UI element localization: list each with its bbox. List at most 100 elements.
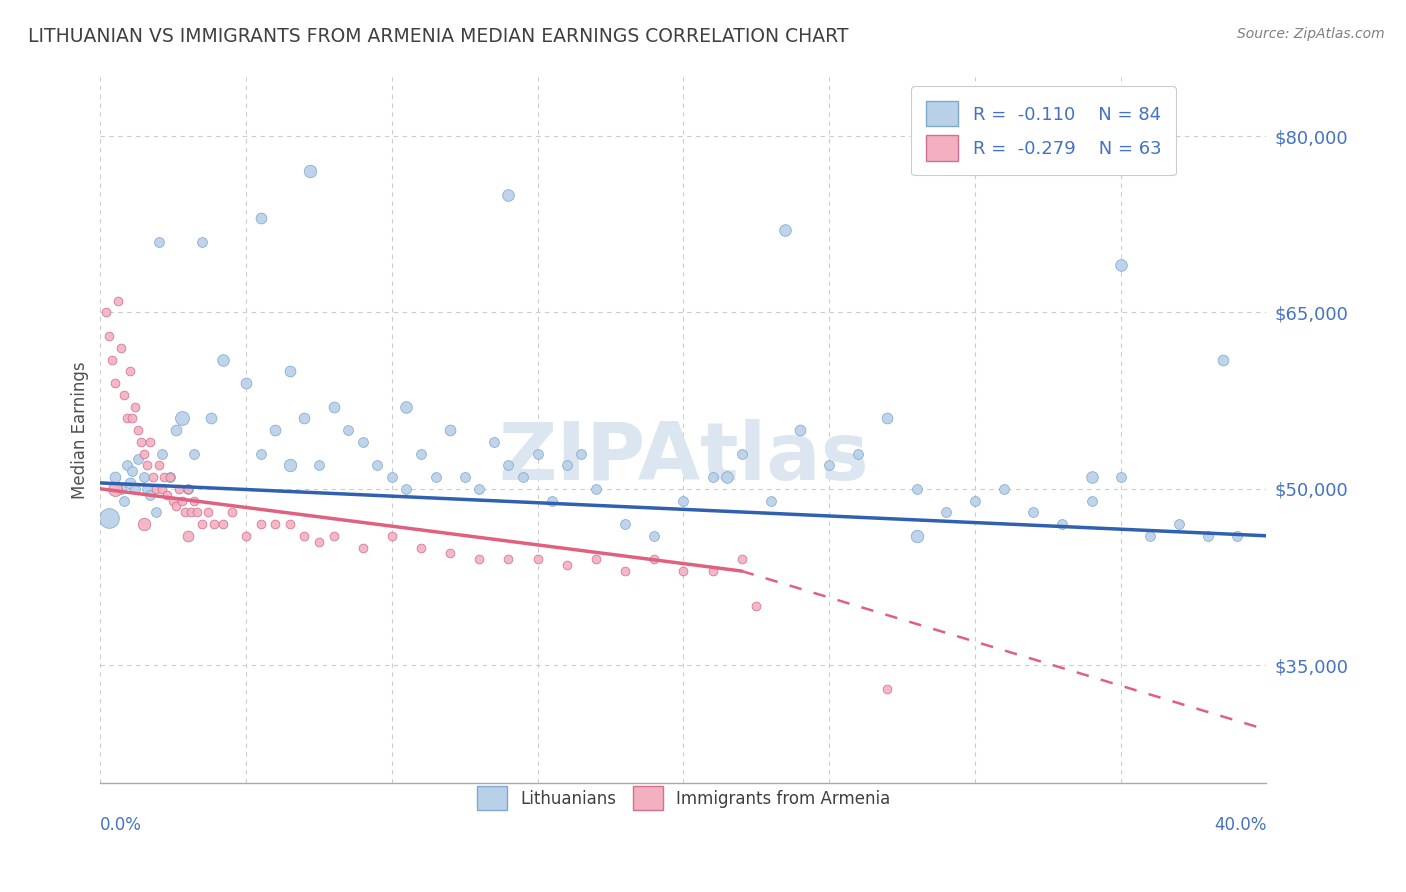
Point — [200, 411, 222, 425]
Point — [672, 564, 695, 578]
Point — [439, 423, 461, 437]
Point — [139, 434, 162, 449]
Point — [221, 505, 243, 519]
Point — [249, 211, 271, 226]
Point — [716, 470, 738, 484]
Point — [177, 482, 200, 496]
Point — [124, 400, 146, 414]
Point — [468, 482, 491, 496]
Point — [278, 364, 301, 378]
Point — [159, 470, 181, 484]
Point — [98, 329, 121, 343]
Point — [112, 388, 135, 402]
Point — [110, 341, 132, 355]
Point — [1168, 516, 1191, 531]
Point — [775, 223, 797, 237]
Point — [299, 164, 322, 178]
Legend: Lithuanians, Immigrants from Armenia: Lithuanians, Immigrants from Armenia — [470, 780, 897, 816]
Point — [165, 500, 187, 514]
Point — [121, 411, 143, 425]
Point — [702, 470, 724, 484]
Point — [1226, 529, 1249, 543]
Point — [148, 235, 170, 249]
Point — [571, 446, 593, 460]
Point — [145, 505, 167, 519]
Point — [993, 482, 1015, 496]
Point — [1139, 529, 1161, 543]
Point — [104, 376, 127, 390]
Point — [145, 482, 167, 496]
Point — [136, 458, 159, 473]
Point — [139, 488, 162, 502]
Point — [337, 423, 360, 437]
Point — [180, 505, 202, 519]
Point — [498, 552, 520, 566]
Point — [235, 529, 257, 543]
Point — [264, 423, 287, 437]
Point — [191, 235, 214, 249]
Point — [905, 529, 928, 543]
Point — [614, 516, 637, 531]
Point — [643, 552, 665, 566]
Text: 40.0%: 40.0% — [1215, 815, 1267, 834]
Point — [1212, 352, 1234, 367]
Point — [352, 541, 374, 555]
Point — [905, 482, 928, 496]
Point — [352, 434, 374, 449]
Point — [153, 470, 176, 484]
Point — [156, 488, 179, 502]
Point — [585, 482, 607, 496]
Point — [124, 482, 146, 496]
Point — [614, 564, 637, 578]
Point — [585, 552, 607, 566]
Point — [498, 458, 520, 473]
Point — [322, 400, 344, 414]
Point — [264, 516, 287, 531]
Point — [142, 470, 165, 484]
Point — [96, 305, 118, 319]
Point — [107, 293, 129, 308]
Text: Source: ZipAtlas.com: Source: ZipAtlas.com — [1237, 27, 1385, 41]
Point — [162, 493, 184, 508]
Point — [278, 516, 301, 531]
Point — [197, 505, 219, 519]
Point — [186, 505, 208, 519]
Point — [1109, 259, 1132, 273]
Point — [322, 529, 344, 543]
Point — [1052, 516, 1074, 531]
Point — [104, 470, 127, 484]
Point — [115, 458, 138, 473]
Point — [308, 534, 330, 549]
Point — [1109, 470, 1132, 484]
Point — [1197, 529, 1219, 543]
Point — [132, 516, 155, 531]
Point — [409, 446, 432, 460]
Point — [759, 493, 782, 508]
Point — [1080, 470, 1102, 484]
Point — [159, 470, 181, 484]
Point — [170, 411, 193, 425]
Point — [118, 475, 141, 490]
Point — [672, 493, 695, 508]
Point — [555, 458, 578, 473]
Point — [167, 482, 190, 496]
Point — [409, 541, 432, 555]
Point — [132, 470, 155, 484]
Point — [132, 446, 155, 460]
Point — [104, 482, 127, 496]
Point — [101, 352, 124, 367]
Point — [381, 529, 404, 543]
Point — [468, 552, 491, 566]
Point — [150, 446, 173, 460]
Point — [278, 458, 301, 473]
Point — [789, 423, 811, 437]
Point — [118, 364, 141, 378]
Point — [127, 452, 149, 467]
Point — [439, 546, 461, 560]
Point — [129, 434, 152, 449]
Point — [454, 470, 477, 484]
Point — [526, 552, 548, 566]
Point — [148, 458, 170, 473]
Point — [541, 493, 564, 508]
Point — [249, 446, 271, 460]
